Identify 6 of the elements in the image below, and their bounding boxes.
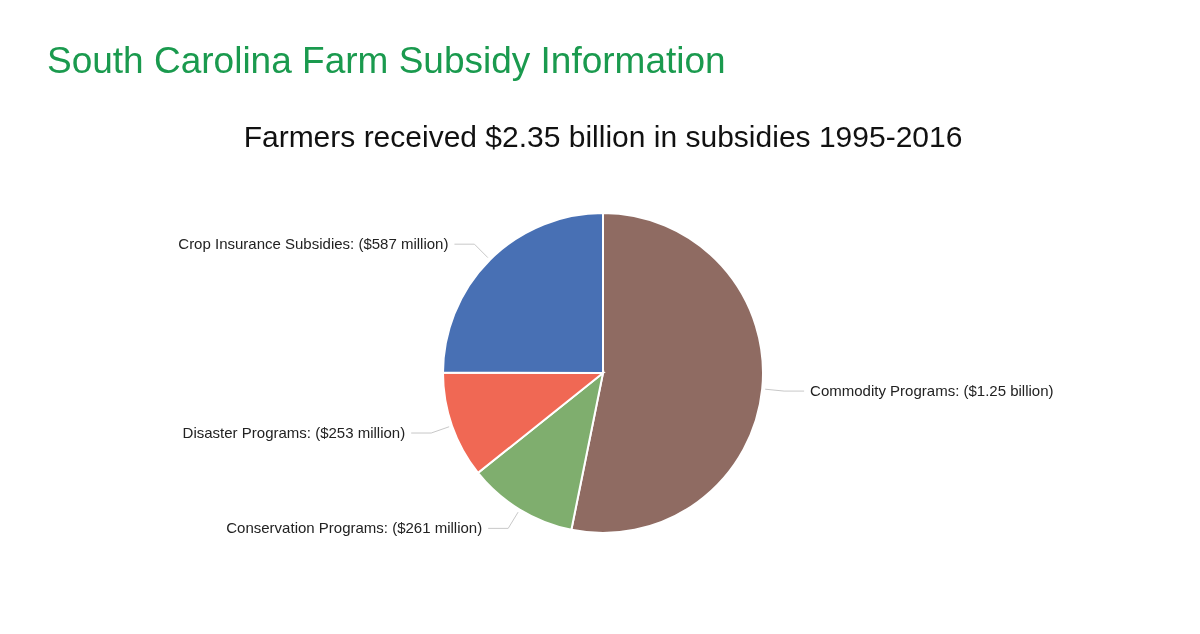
slice-label: Conservation Programs: ($261 million)	[226, 519, 483, 537]
slice-label: Commodity Programs: ($1.25 billion)	[810, 382, 1054, 400]
chart-subtitle: Farmers received $2.35 billion in subsidies 1995-2016	[243, 120, 963, 153]
slice-label: Crop Insurance Subsidies: ($587 million)	[178, 235, 449, 253]
chart-title: South Carolina Farm Subsidy Information	[47, 40, 726, 81]
slice-label: Disaster Programs: ($253 million)	[182, 424, 406, 442]
